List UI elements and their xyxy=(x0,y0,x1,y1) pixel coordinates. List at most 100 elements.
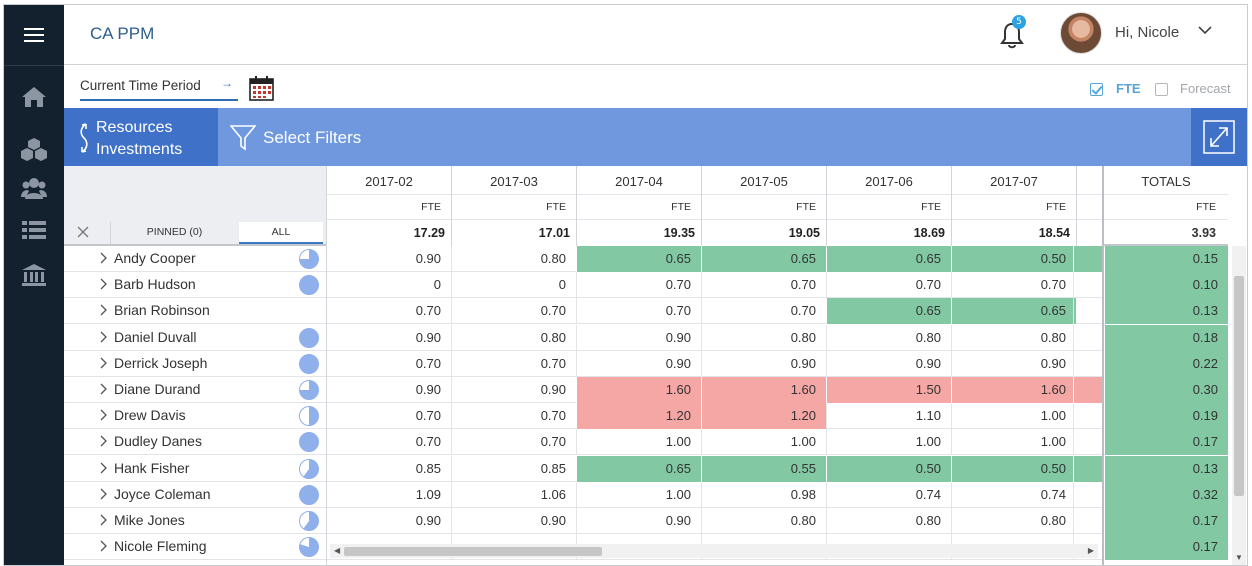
menu-icon[interactable] xyxy=(4,5,64,65)
resource-name-cell[interactable]: Drew Davis xyxy=(64,403,326,429)
allocation-cell[interactable]: 1.60 xyxy=(701,377,826,403)
resource-name-cell[interactable]: Barb Hudson xyxy=(64,272,326,298)
horizontal-scroll-thumb[interactable] xyxy=(344,547,602,556)
allocation-cell[interactable]: 0.80 xyxy=(701,324,826,351)
allocation-cell[interactable]: 0.74 xyxy=(826,481,951,508)
allocation-cell[interactable]: 0.90 xyxy=(951,350,1076,377)
allocation-cell[interactable]: 1.00 xyxy=(576,429,701,456)
allocation-cell[interactable]: 1.00 xyxy=(826,429,951,456)
avatar[interactable] xyxy=(1060,12,1102,54)
table-row[interactable]: Mike Jones 0.90 0.90 0.90 0.80 0.80 0.80 0.17 xyxy=(64,508,1228,534)
allocation-cell[interactable]: 0.70 xyxy=(451,350,576,377)
calendar-icon[interactable] xyxy=(249,76,274,101)
close-icon[interactable] xyxy=(76,220,90,244)
resource-name-cell[interactable]: Mike Jones xyxy=(64,508,326,534)
month-column-header[interactable]: 2017-07 FTE 18.54 xyxy=(951,166,1076,246)
allocation-cell[interactable]: 0.90 xyxy=(576,350,701,377)
month-column-header[interactable]: 2017-03 FTE 17.01 xyxy=(451,166,576,246)
allocation-cell[interactable]: 1.00 xyxy=(951,429,1076,456)
chevron-down-icon[interactable] xyxy=(1197,22,1213,38)
chevron-right-icon[interactable] xyxy=(98,251,108,265)
allocation-cell[interactable]: 0.90 xyxy=(826,350,951,377)
forecast-checkbox[interactable] xyxy=(1155,83,1168,96)
allocation-cell[interactable]: 0.70 xyxy=(326,403,451,430)
allocation-cell[interactable]: 0.85 xyxy=(451,455,576,482)
allocation-cell[interactable]: 0.65 xyxy=(826,298,951,325)
table-row[interactable]: Derrick Joseph 0.70 0.70 0.90 0.90 0.90 0.90 0.… xyxy=(64,350,1228,377)
allocation-cell[interactable]: 0.65 xyxy=(701,246,826,272)
allocation-cell[interactable]: 0.70 xyxy=(701,298,826,325)
vertical-scrollbar[interactable]: ▼ xyxy=(1232,246,1246,565)
allocation-cell[interactable]: 0.90 xyxy=(576,508,701,534)
resource-name-cell[interactable]: Dudley Danes xyxy=(64,429,326,455)
month-column-header[interactable]: 2017-04 FTE 19.35 xyxy=(576,166,701,246)
allocation-cell[interactable]: 0.65 xyxy=(576,455,701,482)
allocation-cell[interactable]: 0.70 xyxy=(826,272,951,299)
chevron-right-icon[interactable] xyxy=(98,434,108,448)
allocation-cell[interactable]: 0.70 xyxy=(576,272,701,299)
allocation-cell[interactable]: 0 xyxy=(451,272,576,299)
allocation-cell[interactable]: 0.65 xyxy=(826,246,951,272)
cubes-icon[interactable] xyxy=(18,136,50,162)
chevron-right-icon[interactable] xyxy=(98,382,108,396)
allocation-cell[interactable]: 0.55 xyxy=(701,455,826,482)
chevron-right-icon[interactable] xyxy=(98,513,108,527)
chevron-right-icon[interactable] xyxy=(98,408,108,422)
allocation-cell[interactable]: 0.70 xyxy=(326,298,451,325)
horizontal-scrollbar[interactable]: ◀ ▶ xyxy=(330,544,1098,558)
chevron-right-icon[interactable] xyxy=(98,356,108,370)
allocation-cell[interactable]: 0.80 xyxy=(451,246,576,272)
allocation-cell[interactable]: 0.70 xyxy=(451,429,576,456)
expand-button[interactable] xyxy=(1191,108,1247,166)
table-row[interactable]: Hank Fisher 0.85 0.85 0.65 0.55 0.50 0.50 0.13 xyxy=(64,455,1228,482)
allocation-cell[interactable]: 1.06 xyxy=(451,481,576,508)
user-greeting[interactable]: Hi, Nicole xyxy=(1115,24,1180,41)
resource-name-cell[interactable]: Daniel Duvall xyxy=(64,325,326,351)
allocation-cell[interactable]: 0.90 xyxy=(326,246,451,272)
allocation-cell[interactable]: 0 xyxy=(326,272,451,299)
allocation-cell[interactable]: 1.00 xyxy=(951,403,1076,430)
time-period-selector[interactable]: Current Time Period → xyxy=(80,76,238,101)
fte-label[interactable]: FTE xyxy=(1116,81,1141,96)
list-icon[interactable] xyxy=(18,217,50,243)
allocation-cell[interactable]: 1.60 xyxy=(951,377,1076,403)
allocation-cell[interactable]: 0.65 xyxy=(951,298,1076,325)
tab-all[interactable]: ALL xyxy=(239,222,323,244)
chevron-right-icon[interactable] xyxy=(98,303,108,317)
allocation-cell[interactable]: 0.70 xyxy=(701,272,826,299)
table-row[interactable]: Daniel Duvall 0.90 0.80 0.90 0.80 0.80 0.80 0.1… xyxy=(64,324,1228,351)
allocation-cell[interactable]: 0.50 xyxy=(826,455,951,482)
allocation-cell[interactable]: 0.50 xyxy=(951,455,1076,482)
chevron-right-icon[interactable] xyxy=(98,330,108,344)
allocation-cell[interactable]: 0.90 xyxy=(326,324,451,351)
allocation-cell[interactable]: 1.20 xyxy=(576,403,701,430)
tab-pinned[interactable]: PINNED (0) xyxy=(110,222,238,244)
allocation-cell[interactable]: 0.90 xyxy=(576,324,701,351)
resource-name-cell[interactable]: Hank Fisher xyxy=(64,456,326,482)
chevron-right-icon[interactable] xyxy=(98,461,108,475)
table-row[interactable]: Joyce Coleman 1.09 1.06 1.00 0.98 0.74 0.74 0.3… xyxy=(64,481,1228,508)
allocation-cell[interactable]: 0.70 xyxy=(951,272,1076,299)
scroll-left-icon[interactable]: ◀ xyxy=(334,546,341,555)
month-column-header[interactable]: 2017-02 FTE 17.29 xyxy=(326,166,451,246)
chevron-right-icon[interactable] xyxy=(98,487,108,501)
allocation-cell[interactable]: 0.80 xyxy=(451,324,576,351)
chevron-right-icon[interactable] xyxy=(98,277,108,291)
table-row[interactable]: Brian Robinson 0.70 0.70 0.70 0.70 0.65 0.65 0.… xyxy=(64,298,1228,325)
allocation-cell[interactable]: 0.80 xyxy=(826,508,951,534)
table-row[interactable]: Barb Hudson 0 0 0.70 0.70 0.70 0.70 0.10 xyxy=(64,272,1228,299)
allocation-cell[interactable]: 1.00 xyxy=(576,481,701,508)
allocation-cell[interactable]: 0.70 xyxy=(326,429,451,456)
table-row[interactable]: Diane Durand 0.90 0.90 1.60 1.60 1.50 1.60 0.30 xyxy=(64,377,1228,403)
allocation-cell[interactable]: 1.60 xyxy=(576,377,701,403)
filter-icon[interactable] xyxy=(230,124,256,152)
allocation-cell[interactable]: 0.70 xyxy=(451,403,576,430)
allocation-cell[interactable]: 0.70 xyxy=(326,350,451,377)
allocation-cell[interactable]: 0.80 xyxy=(701,508,826,534)
users-icon[interactable] xyxy=(18,176,50,202)
select-filters-button[interactable]: Select Filters xyxy=(263,128,362,147)
allocation-cell[interactable]: 0.50 xyxy=(951,246,1076,272)
vertical-scroll-thumb[interactable] xyxy=(1234,276,1244,496)
fte-checkbox[interactable] xyxy=(1090,83,1103,96)
forecast-label[interactable]: Forecast xyxy=(1180,81,1231,96)
